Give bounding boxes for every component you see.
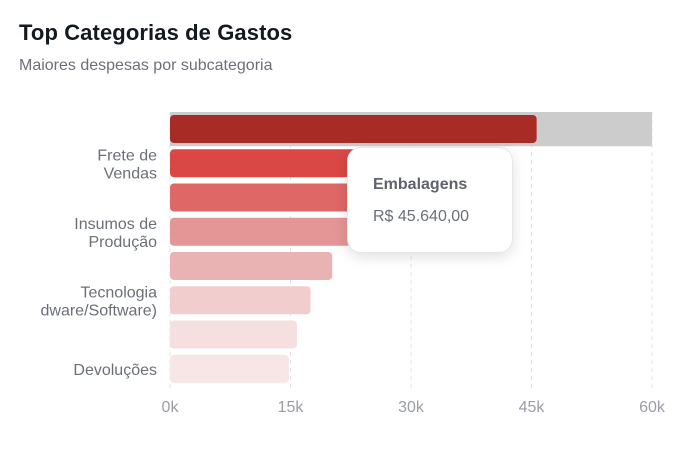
bar[interactable] [170, 252, 333, 280]
x-tick-label: 45k [519, 399, 546, 416]
bars [170, 112, 652, 383]
bar[interactable] [170, 217, 359, 246]
y-axis-labels: Frete de Vendas Insumos de Produção Tecnolog… [41, 147, 158, 379]
y-tick-label: Frete de Vendas [97, 147, 157, 182]
bar-tooltip: Embalagens R$ 45.640,00 [347, 147, 513, 253]
y-tick-label: Devoluções [73, 362, 157, 379]
bar[interactable] [170, 286, 311, 315]
x-tick-label: 0k [162, 399, 180, 416]
y-tick-label: Insumos de Produção [74, 216, 157, 251]
x-axis-labels: 0k 15k 30k 45k 60k [162, 399, 666, 416]
chart-subtitle: Maiores despesas por subcategoria [19, 57, 273, 74]
bar[interactable] [170, 115, 537, 143]
y-tick-label: Tecnologia dware/Software) [41, 284, 158, 319]
x-tick-label: 60k [639, 399, 666, 416]
x-tick-label: 15k [278, 399, 305, 416]
bar[interactable] [170, 320, 297, 349]
bar[interactable] [170, 354, 289, 383]
tooltip-value: R$ 45.640,00 [373, 208, 470, 225]
chart-title: Top Categorias de Gastos [19, 20, 293, 45]
bar[interactable] [170, 149, 359, 178]
bar[interactable] [170, 183, 359, 212]
x-tick-label: 30k [398, 399, 425, 416]
tooltip-category: Embalagens [373, 176, 468, 193]
